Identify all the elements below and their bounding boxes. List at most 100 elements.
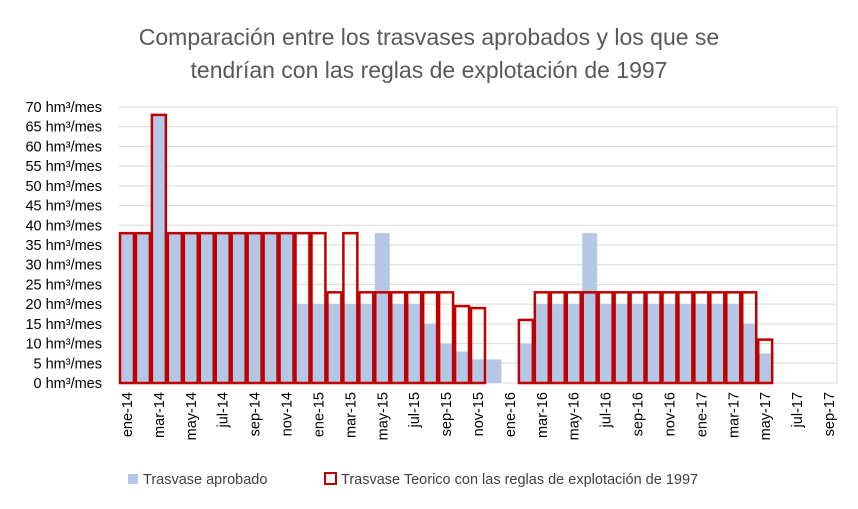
bar-teorico-jul-15	[405, 291, 423, 385]
x-tick-label: jul-16	[599, 392, 615, 428]
bar-teorico-sep-14	[246, 231, 263, 385]
bar-teorico-ene-17	[693, 291, 710, 385]
x-tick-label: jul-17	[790, 392, 806, 428]
bar-aprobado-nov-15	[470, 359, 486, 383]
bar-teorico-abr-14	[166, 231, 184, 385]
bar-teorico-ago-14	[230, 231, 247, 385]
bar-teorico-ago-16	[613, 291, 630, 385]
bar-aprobado-abr-17	[741, 323, 757, 383]
x-tick-label: mar-15	[343, 392, 359, 438]
bar-aprobado-jun-15	[390, 304, 406, 383]
bar-teorico-may-16	[565, 291, 582, 385]
bar-teorico-nov-15	[469, 306, 487, 385]
bar-aprobado-mar-15	[342, 304, 358, 383]
bar-teorico-mar-17	[725, 291, 742, 385]
bar-aprobado-may-15	[374, 233, 390, 383]
y-tick-label: 25 hm³/mes	[25, 277, 102, 293]
bar-aprobado-feb-17	[709, 304, 725, 383]
bar-aprobado-ene-14	[119, 233, 135, 383]
x-axis-labels: ene-14 mar-14 may-14 jul-14 sep-14 nov-14 ene-…	[120, 392, 838, 440]
bar-aprobado-feb-16	[518, 343, 534, 383]
legend-label-aprobado: Trasvase aprobado	[143, 472, 267, 488]
bar-aprobado-jul-14	[215, 233, 231, 383]
bar-aprobado-feb-14	[135, 233, 151, 383]
x-tick-label: nov-16	[662, 392, 678, 436]
bar-aprobado-dic-15	[486, 359, 502, 383]
x-tick-label: jul-15	[407, 392, 423, 428]
x-tick-label: ene-15	[311, 392, 327, 437]
x-tick-label: sep-16	[631, 392, 647, 436]
bar-aprobado-nov-16	[661, 304, 677, 383]
bar-teorico-may-17	[756, 338, 774, 385]
bar-aprobado-abr-15	[358, 304, 374, 383]
bar-teorico-abr-17	[741, 291, 758, 385]
y-tick-label: 20 hm³/mes	[25, 297, 102, 313]
x-tick-label: sep-15	[439, 392, 455, 436]
legend: Trasvase aprobado Trasvase Teorico con l…	[128, 472, 698, 488]
bar-teorico-abr-15	[358, 291, 375, 385]
bar-aprobado-oct-14	[263, 233, 279, 383]
bar-aprobado-mar-16	[534, 304, 550, 383]
x-tick-label: sep-14	[248, 392, 264, 436]
bar-teorico-jul-16	[597, 291, 614, 385]
y-tick-label: 55 hm³/mes	[25, 159, 102, 175]
bar-aprobado-dic-16	[677, 304, 693, 383]
x-tick-label: mar-14	[152, 392, 168, 438]
bar-teorico-may-14	[182, 231, 200, 385]
bar-teorico-abr-16	[549, 291, 567, 385]
bar-teorico-nov-16	[661, 291, 678, 385]
x-tick-label: jul-14	[216, 392, 232, 428]
x-tick-label: may-16	[567, 392, 583, 440]
bar-aprobado-abr-16	[550, 304, 566, 383]
bar-teorico-ago-15	[421, 291, 439, 385]
bar-aprobado-nov-14	[279, 233, 295, 383]
bar-aprobado-jun-16	[582, 233, 598, 383]
bar-teorico-jul-14	[214, 231, 231, 385]
bar-aprobado-sep-15	[438, 343, 454, 383]
bar-teorico-jun-14	[198, 231, 215, 385]
bar-teorico-mar-14	[150, 113, 168, 385]
bar-aprobado-oct-15	[454, 351, 470, 383]
bar-teorico-dic-14	[294, 231, 311, 385]
x-tick-label: mar-16	[535, 392, 551, 438]
bar-aprobado-jul-15	[406, 304, 422, 383]
bar-aprobado-feb-15	[326, 304, 342, 383]
y-tick-label: 45 hm³/mes	[25, 199, 102, 215]
bar-aprobado-abr-14	[167, 233, 183, 383]
bar-aprobado-mar-14	[151, 114, 167, 383]
bar-aprobado-ene-17	[693, 304, 709, 383]
y-tick-label: 30 hm³/mes	[25, 258, 102, 274]
bar-teorico-nov-14	[278, 231, 295, 385]
y-tick-label: 40 hm³/mes	[25, 218, 102, 234]
bar-aprobado-may-17	[757, 353, 773, 383]
bar-aprobado-oct-16	[646, 304, 661, 383]
y-tick-label: 65 hm³/mes	[25, 120, 102, 136]
bar-teorico-oct-16	[645, 291, 662, 385]
bar-teorico-feb-15	[326, 291, 343, 385]
bar-aprobado-dic-14	[295, 304, 310, 383]
y-tick-label: 10 hm³/mes	[25, 337, 102, 353]
series-trasvase-aprobado	[119, 114, 773, 383]
x-tick-label: sep-17	[822, 392, 838, 436]
bar-aprobado-mar-17	[725, 304, 741, 383]
legend-swatch-teorico	[324, 472, 337, 485]
chart-title-line-1: Comparación entre los trasvases aprobado…	[139, 24, 719, 50]
bar-teorico-jun-15	[389, 291, 407, 385]
bar-teorico-dic-16	[677, 291, 694, 385]
x-tick-label: ene-16	[503, 392, 519, 437]
bar-teorico-ene-15	[310, 231, 327, 385]
y-tick-label: 0 hm³/mes	[34, 376, 103, 392]
bar-teorico-jun-16	[581, 291, 598, 385]
bar-teorico-sep-15	[437, 291, 455, 385]
y-tick-label: 50 hm³/mes	[25, 179, 102, 195]
legend-label-teorico: Trasvase Teorico con las reglas de explo…	[341, 472, 698, 488]
bar-teorico-mar-15	[342, 231, 359, 385]
bar-aprobado-may-14	[183, 233, 199, 383]
bar-teorico-may-15	[374, 291, 391, 385]
series-trasvase-teorico	[118, 113, 774, 385]
bar-teorico-feb-16	[517, 318, 535, 385]
bar-aprobado-ago-15	[422, 323, 438, 383]
bar-aprobado-ago-14	[231, 233, 247, 383]
bar-aprobado-sep-14	[247, 233, 263, 383]
